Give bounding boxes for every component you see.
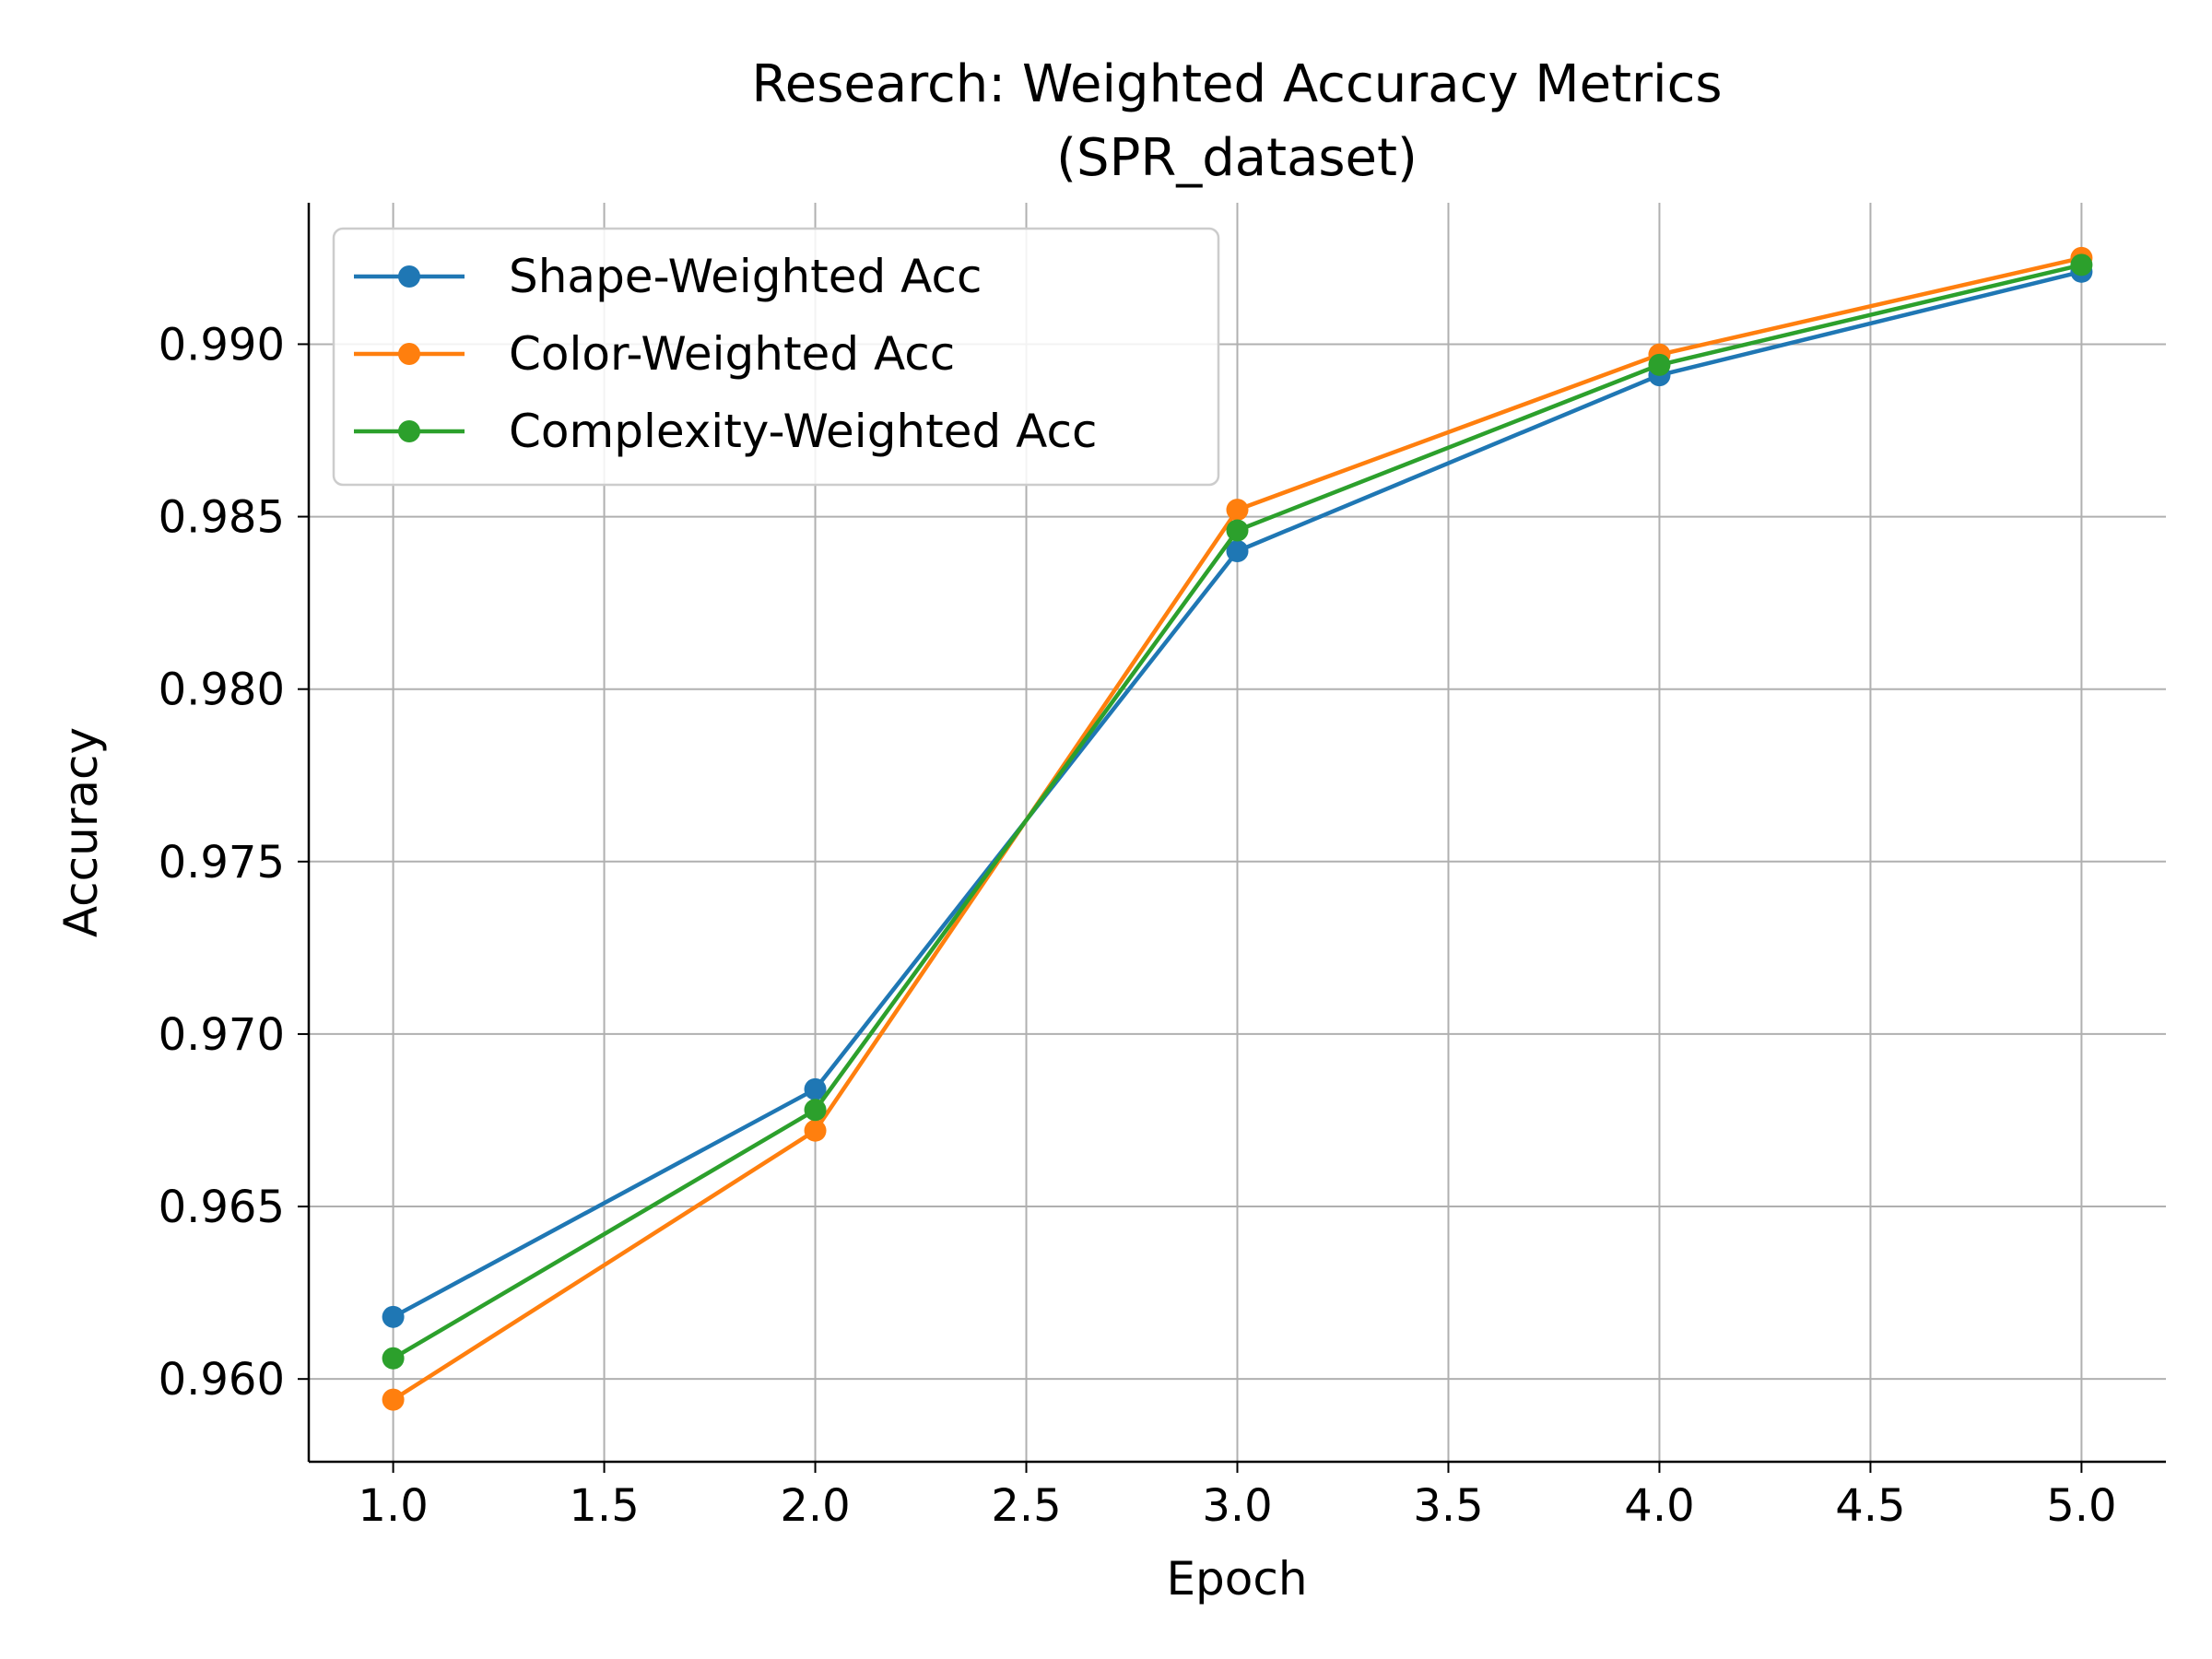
y-tick-label: 0.970 (159, 1009, 285, 1061)
legend-label: Complexity-Weighted Acc (509, 405, 1097, 458)
legend: Shape-Weighted Acc Color-Weighted Acc Comp… (332, 227, 1220, 487)
data-point (1226, 539, 1249, 562)
x-tick-label: 1.5 (569, 1480, 639, 1532)
legend-marker (398, 420, 420, 442)
x-tick-label: 2.5 (991, 1480, 1061, 1532)
data-point (804, 1077, 827, 1100)
series-3 (382, 253, 2093, 1370)
y-tick-label: 0.960 (159, 1354, 285, 1406)
data-point (382, 1347, 405, 1370)
x-tick-label: 4.0 (1624, 1480, 1694, 1532)
chart-subtitle: (SPR_dataset) (1056, 128, 1418, 188)
legend-marker (398, 265, 420, 288)
legend-label: Color-Weighted Acc (509, 327, 955, 381)
x-tick-label: 4.5 (1835, 1480, 1905, 1532)
y-tick-label: 0.985 (159, 492, 285, 544)
data-point (1648, 353, 1671, 376)
data-point (1226, 519, 1249, 542)
y-tick-label: 0.990 (159, 319, 285, 371)
data-point (804, 1119, 827, 1142)
y-tick-label: 0.975 (159, 837, 285, 888)
data-point (1226, 499, 1249, 522)
legend-frame (332, 227, 1220, 487)
x-tick-label: 5.0 (2046, 1480, 2116, 1532)
chart-title: Research: Weighted Accuracy Metrics (751, 54, 1722, 114)
axis-ticks: 1.0 1.5 2.0 2.5 3.0 3.5 4.0 4.5 5.0 0.960 0.965 0.9… (159, 319, 2117, 1532)
x-tick-label: 1.0 (358, 1480, 428, 1532)
x-tick-label: 2.0 (780, 1480, 850, 1532)
data-point (382, 1305, 405, 1328)
legend-label: Shape-Weighted Acc (509, 250, 982, 303)
data-point (2070, 253, 2093, 276)
x-axis-label: Epoch (1166, 1552, 1307, 1606)
legend-marker (398, 343, 420, 365)
y-tick-label: 0.965 (159, 1182, 285, 1233)
plot-series (382, 246, 2093, 1411)
x-tick-label: 3.0 (1202, 1480, 1272, 1532)
data-point (382, 1388, 405, 1411)
y-axis-label: Accuracy (54, 727, 108, 937)
x-tick-label: 3.5 (1413, 1480, 1483, 1532)
data-point (804, 1099, 827, 1122)
y-tick-label: 0.980 (159, 665, 285, 716)
